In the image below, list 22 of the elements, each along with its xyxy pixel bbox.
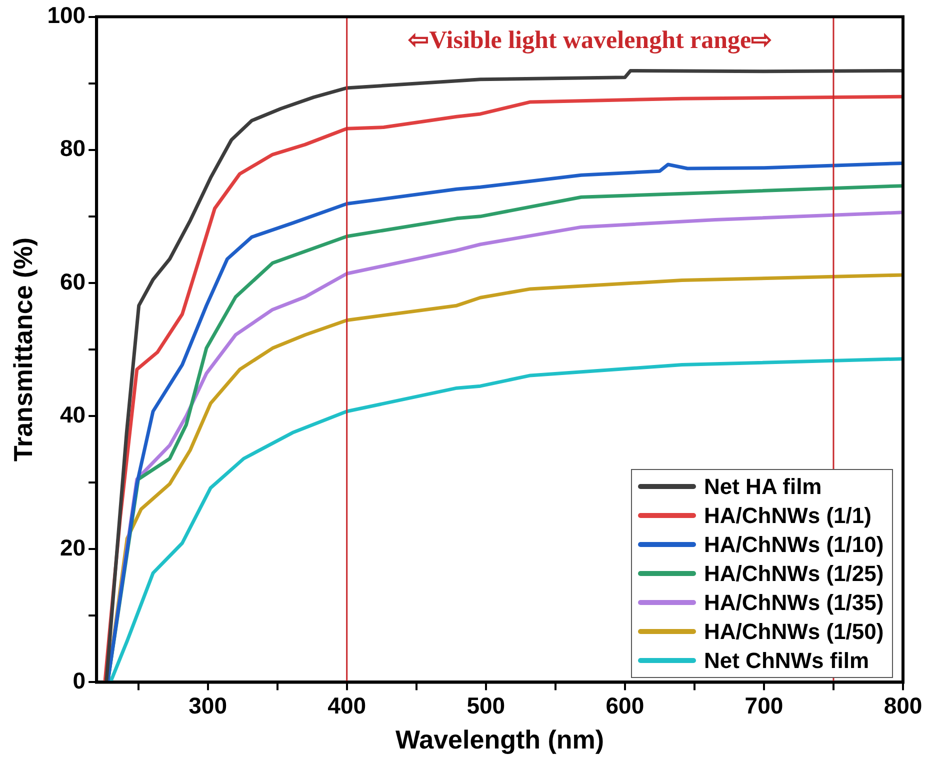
y-tick-label: 80 bbox=[60, 135, 86, 162]
legend-label: HA/ChNWs (1/1) bbox=[704, 502, 872, 530]
y-tick-label: 0 bbox=[72, 668, 86, 694]
x-tick-label: 400 bbox=[328, 692, 366, 718]
y-tick-label: 20 bbox=[60, 534, 86, 560]
y-axis-title: Transmittance (%) bbox=[8, 238, 38, 462]
legend-label: HA/ChNWs (1/50) bbox=[704, 618, 884, 646]
y-tick-label: 60 bbox=[60, 268, 86, 294]
x-axis-title: Wavelength (nm) bbox=[396, 724, 604, 755]
x-tick-label: 600 bbox=[606, 692, 644, 718]
x-tick-label: 700 bbox=[744, 692, 784, 718]
y-tick-label: 40 bbox=[60, 401, 86, 428]
x-tick-label: 300 bbox=[188, 692, 227, 718]
legend-label: HA/ChNWs (1/10) bbox=[704, 531, 884, 560]
legend-label: HA/ChNWs (1/35) bbox=[704, 589, 884, 618]
annotation: ⇦Visible light wavelenght range⇨ bbox=[408, 26, 772, 54]
legend-label: Net ChNWs film bbox=[704, 647, 869, 676]
x-tick-label: 800 bbox=[884, 692, 922, 718]
y-tick-label: 100 bbox=[47, 2, 86, 28]
legend-label: Net HA film bbox=[704, 473, 822, 502]
legend-label: HA/ChNWs (1/25) bbox=[704, 560, 884, 588]
x-tick-label: 500 bbox=[466, 692, 506, 718]
